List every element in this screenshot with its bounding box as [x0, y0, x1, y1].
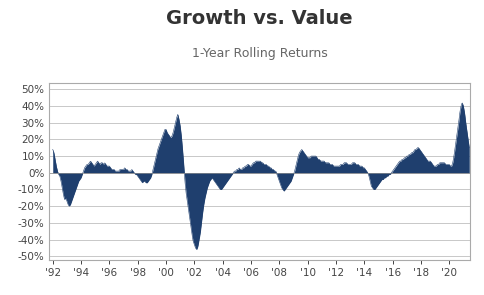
Text: Growth vs. Value: Growth vs. Value — [166, 9, 352, 28]
Text: 1-Year Rolling Returns: 1-Year Rolling Returns — [191, 47, 327, 60]
